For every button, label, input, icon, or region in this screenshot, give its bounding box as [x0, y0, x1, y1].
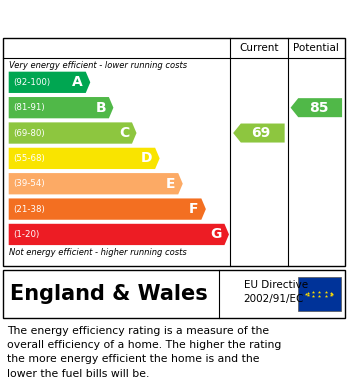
Polygon shape [9, 122, 136, 143]
Text: A: A [72, 75, 83, 89]
Text: (39-54): (39-54) [13, 179, 45, 188]
Text: Potential: Potential [293, 43, 339, 53]
Text: England & Wales: England & Wales [10, 284, 208, 304]
Text: (92-100): (92-100) [13, 78, 50, 87]
Text: Very energy efficient - lower running costs: Very energy efficient - lower running co… [9, 61, 187, 70]
Text: Not energy efficient - higher running costs: Not energy efficient - higher running co… [9, 248, 187, 257]
Polygon shape [9, 148, 160, 169]
Text: D: D [141, 151, 152, 165]
Text: (1-20): (1-20) [13, 230, 39, 239]
Text: 69: 69 [252, 126, 271, 140]
Text: (81-91): (81-91) [13, 103, 45, 112]
Text: (21-38): (21-38) [13, 204, 45, 213]
Polygon shape [233, 124, 285, 143]
Text: EU Directive
2002/91/EC: EU Directive 2002/91/EC [244, 280, 308, 303]
Text: F: F [189, 202, 199, 216]
Polygon shape [9, 224, 229, 245]
Text: Current: Current [239, 43, 279, 53]
Text: Energy Efficiency Rating: Energy Efficiency Rating [63, 11, 285, 25]
Polygon shape [9, 173, 183, 194]
Text: The energy efficiency rating is a measure of the
overall efficiency of a home. T: The energy efficiency rating is a measur… [7, 326, 281, 379]
Text: (69-80): (69-80) [13, 129, 45, 138]
Polygon shape [9, 97, 113, 118]
Text: G: G [210, 228, 222, 242]
Polygon shape [9, 72, 90, 93]
Polygon shape [9, 199, 206, 220]
Text: B: B [95, 100, 106, 115]
Bar [298, 277, 341, 310]
Text: E: E [166, 177, 175, 191]
Text: (55-68): (55-68) [13, 154, 45, 163]
Text: C: C [119, 126, 129, 140]
Polygon shape [291, 98, 342, 117]
Text: 85: 85 [309, 100, 329, 115]
